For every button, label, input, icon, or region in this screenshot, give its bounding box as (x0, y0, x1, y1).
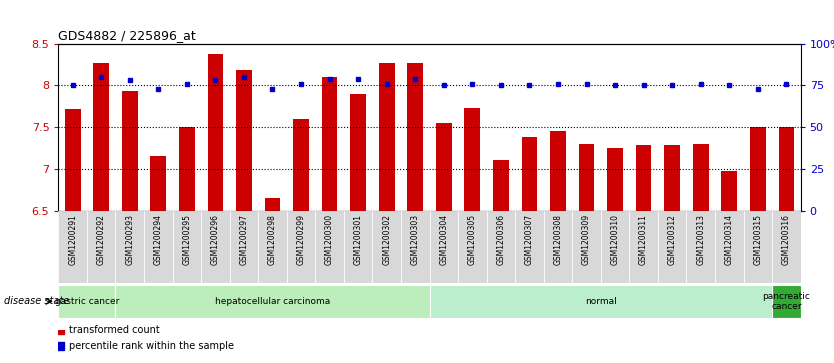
Text: GSM1200293: GSM1200293 (125, 214, 134, 265)
Text: GSM1200294: GSM1200294 (153, 214, 163, 265)
Bar (87, 211, 115, 283)
Text: GSM1200302: GSM1200302 (382, 214, 391, 265)
Bar (430, 285, 772, 318)
Text: GSM1200300: GSM1200300 (325, 214, 334, 265)
Bar (458, 211, 486, 283)
Bar (772, 211, 801, 283)
Text: GSM1200309: GSM1200309 (582, 214, 591, 265)
Bar (430, 211, 458, 283)
Bar (521, 137, 537, 211)
Bar (744, 211, 772, 283)
Text: GSM1200296: GSM1200296 (211, 214, 220, 265)
Text: GSM1200301: GSM1200301 (354, 214, 363, 265)
Text: GSM1200299: GSM1200299 (297, 214, 305, 265)
Text: GSM1200310: GSM1200310 (610, 214, 620, 265)
Bar (65, 109, 81, 211)
Bar (772, 285, 801, 318)
Bar (465, 108, 480, 211)
Bar (236, 70, 252, 211)
Text: gastric cancer: gastric cancer (55, 297, 119, 306)
Text: transformed count: transformed count (68, 325, 159, 335)
Text: GSM1200306: GSM1200306 (496, 214, 505, 265)
Text: pancreatic
cancer: pancreatic cancer (762, 291, 811, 311)
Bar (665, 146, 680, 211)
Text: disease state: disease state (4, 296, 69, 306)
Text: GSM1200295: GSM1200295 (183, 214, 191, 265)
Bar (264, 198, 280, 211)
Text: GSM1200316: GSM1200316 (781, 214, 791, 265)
Bar (373, 211, 401, 283)
Bar (486, 211, 515, 283)
Bar (115, 285, 430, 318)
Bar (693, 144, 709, 211)
Bar (350, 94, 366, 211)
Text: percentile rank within the sample: percentile rank within the sample (68, 341, 234, 351)
Text: GSM1200298: GSM1200298 (268, 214, 277, 265)
Text: GDS4882 / 225896_at: GDS4882 / 225896_at (58, 29, 196, 42)
Bar (315, 211, 344, 283)
Bar (229, 211, 259, 283)
Bar (401, 211, 430, 283)
Bar (179, 127, 194, 211)
Bar (93, 63, 109, 211)
Bar (322, 77, 338, 211)
Bar (636, 146, 651, 211)
Text: GSM1200303: GSM1200303 (410, 214, 420, 265)
Bar (407, 63, 423, 211)
Bar (436, 123, 452, 211)
Text: GSM1200314: GSM1200314 (725, 214, 734, 265)
Bar (58, 211, 87, 283)
Bar (658, 211, 686, 283)
Text: GSM1200315: GSM1200315 (753, 214, 762, 265)
Bar (721, 171, 737, 211)
Bar (515, 211, 544, 283)
Bar (600, 211, 630, 283)
Text: GSM1200292: GSM1200292 (97, 214, 106, 265)
Bar (550, 131, 565, 211)
Bar (493, 160, 509, 211)
Bar (58, 285, 115, 318)
Text: GSM1200311: GSM1200311 (639, 214, 648, 265)
Bar (144, 211, 173, 283)
Bar (294, 119, 309, 211)
Text: GSM1200304: GSM1200304 (440, 214, 449, 265)
Text: GSM1200313: GSM1200313 (696, 214, 706, 265)
Bar (173, 211, 201, 283)
Bar (778, 127, 794, 211)
Text: GSM1200307: GSM1200307 (525, 214, 534, 265)
Text: GSM1200297: GSM1200297 (239, 214, 249, 265)
Bar (715, 211, 744, 283)
Bar (150, 156, 166, 211)
Bar (607, 148, 623, 211)
Bar (122, 91, 138, 211)
Text: hepatocellular carcinoma: hepatocellular carcinoma (215, 297, 330, 306)
Text: GSM1200291: GSM1200291 (68, 214, 78, 265)
Text: GSM1200305: GSM1200305 (468, 214, 477, 265)
Text: normal: normal (585, 297, 616, 306)
Bar (379, 63, 394, 211)
Bar (572, 211, 600, 283)
Bar (287, 211, 315, 283)
Bar (544, 211, 572, 283)
Bar (686, 211, 715, 283)
Bar (208, 54, 224, 211)
Bar (344, 211, 373, 283)
Text: GSM1200312: GSM1200312 (668, 214, 676, 265)
Bar (259, 211, 287, 283)
Bar (630, 211, 658, 283)
Bar (115, 211, 144, 283)
Text: GSM1200308: GSM1200308 (554, 214, 562, 265)
Bar (579, 144, 595, 211)
Bar (750, 127, 766, 211)
Bar (201, 211, 229, 283)
